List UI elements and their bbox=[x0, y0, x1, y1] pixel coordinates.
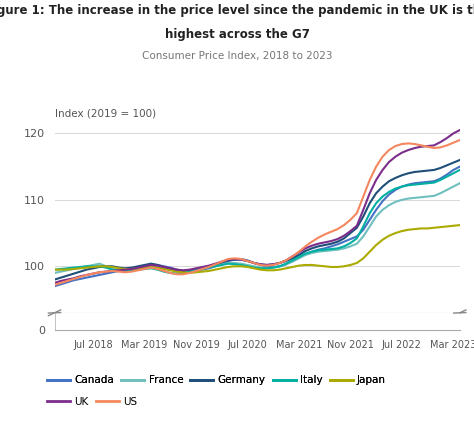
US bbox=[251, 260, 257, 266]
France bbox=[315, 249, 321, 254]
Germany bbox=[52, 277, 57, 282]
Italy bbox=[283, 261, 289, 266]
Line: Italy: Italy bbox=[55, 170, 460, 274]
Canada bbox=[219, 261, 225, 266]
Italy bbox=[322, 247, 328, 252]
Line: France: France bbox=[55, 183, 460, 273]
US bbox=[309, 239, 315, 244]
Canada bbox=[457, 164, 463, 169]
UK bbox=[219, 259, 225, 264]
Canada bbox=[309, 249, 315, 254]
Japan bbox=[283, 266, 289, 271]
Italy bbox=[174, 271, 180, 276]
France bbox=[52, 270, 57, 275]
Text: highest across the G7: highest across the G7 bbox=[164, 28, 310, 41]
UK bbox=[315, 241, 321, 246]
Italy bbox=[225, 261, 231, 266]
Italy bbox=[315, 248, 321, 253]
Canada bbox=[251, 260, 257, 266]
Germany bbox=[219, 260, 225, 265]
UK bbox=[277, 260, 283, 266]
UK bbox=[251, 260, 257, 266]
Canada bbox=[315, 247, 321, 252]
Japan bbox=[257, 267, 263, 272]
France bbox=[309, 251, 315, 256]
Japan bbox=[52, 267, 57, 272]
UK bbox=[103, 269, 109, 274]
France bbox=[277, 264, 283, 269]
Japan bbox=[225, 264, 231, 269]
Italy bbox=[457, 167, 463, 172]
France bbox=[219, 262, 225, 267]
Canada bbox=[103, 271, 109, 276]
France bbox=[457, 181, 463, 186]
Legend: Canada, France, Germany, Italy, Japan: Canada, France, Germany, Italy, Japan bbox=[43, 371, 390, 390]
Italy bbox=[103, 265, 109, 270]
US bbox=[277, 260, 283, 266]
Japan bbox=[187, 270, 192, 275]
Line: US: US bbox=[55, 140, 460, 285]
US bbox=[219, 259, 225, 264]
Germany bbox=[309, 246, 315, 251]
Canada bbox=[277, 264, 283, 269]
US bbox=[315, 235, 321, 240]
Japan bbox=[457, 223, 463, 228]
Text: Index (2019 = 100): Index (2019 = 100) bbox=[55, 108, 155, 118]
Japan bbox=[322, 264, 328, 269]
Line: Japan: Japan bbox=[55, 225, 460, 273]
Canada bbox=[52, 284, 57, 289]
Text: Consumer Price Index, 2018 to 2023: Consumer Price Index, 2018 to 2023 bbox=[142, 51, 332, 61]
UK bbox=[457, 127, 463, 133]
Text: Figure 1: The increase in the price level since the pandemic in the UK is the: Figure 1: The increase in the price leve… bbox=[0, 4, 474, 17]
UK bbox=[309, 243, 315, 248]
Line: Germany: Germany bbox=[55, 160, 460, 280]
Germany bbox=[103, 264, 109, 269]
Germany bbox=[277, 260, 283, 266]
Italy bbox=[52, 267, 57, 272]
US bbox=[52, 282, 57, 287]
Germany bbox=[315, 244, 321, 249]
Japan bbox=[103, 264, 109, 269]
US bbox=[457, 137, 463, 142]
US bbox=[103, 269, 109, 274]
Legend: UK, US: UK, US bbox=[43, 393, 141, 411]
France bbox=[251, 264, 257, 269]
Italy bbox=[257, 266, 263, 271]
Japan bbox=[315, 263, 321, 268]
France bbox=[103, 264, 109, 269]
Line: Canada: Canada bbox=[55, 166, 460, 286]
Germany bbox=[457, 157, 463, 163]
Line: UK: UK bbox=[55, 130, 460, 283]
UK bbox=[52, 280, 57, 285]
Germany bbox=[251, 260, 257, 266]
